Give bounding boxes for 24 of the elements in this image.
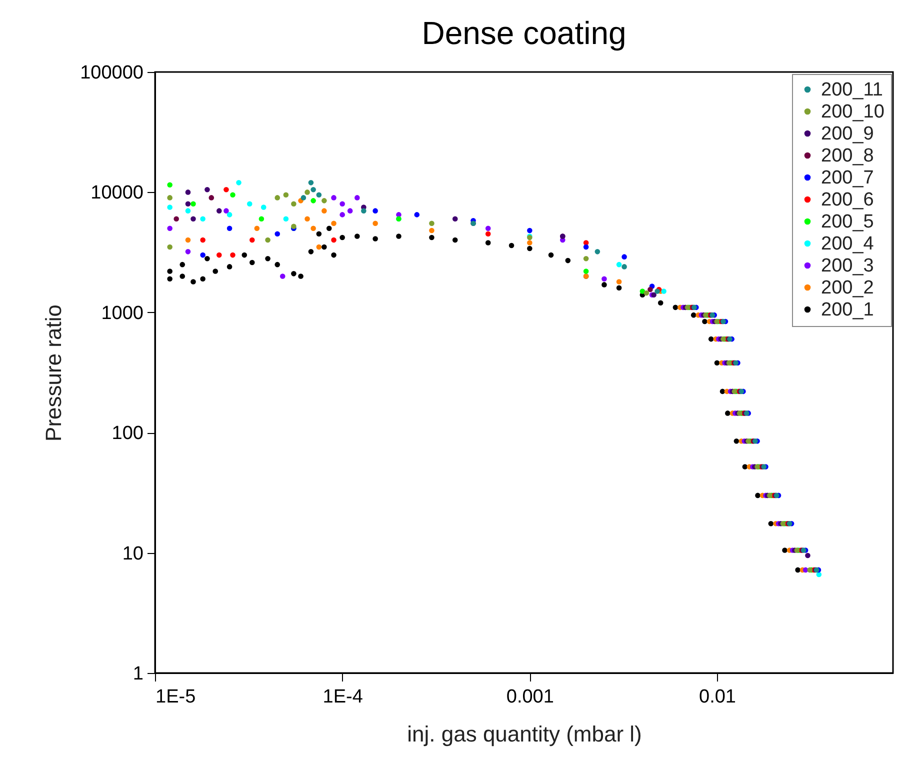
legend-label: 200_8	[821, 146, 874, 166]
x-tick-label: 1E-4	[322, 686, 364, 708]
y-tick-label: 1000	[101, 302, 144, 324]
legend-label: 200_1	[821, 300, 874, 320]
legend-label: 200_11	[821, 80, 883, 100]
x-tick-label: 1E-5	[156, 686, 196, 708]
x-axis-title: inj. gas quantity (mbar l)	[407, 722, 642, 746]
legend-label: 200_10	[821, 102, 884, 122]
y-tick-label: 1	[132, 664, 144, 684]
legend-label: 200_7	[821, 168, 874, 188]
legend-label: 200_3	[821, 256, 874, 276]
legend-label: 200_9	[821, 124, 874, 144]
x-tick-label: 0.001	[506, 686, 554, 708]
y-tick-label: 10	[122, 543, 144, 564]
chart-title: Dense coating	[422, 15, 626, 51]
x-tick-label: 0.01	[699, 686, 736, 708]
legend-label: 200_2	[821, 278, 874, 298]
y-tick-label: 100000	[80, 62, 144, 84]
y-tick-label: 100	[112, 423, 144, 444]
y-axis-title: Pressure ratio	[41, 304, 66, 442]
legend-label: 200_4	[821, 234, 874, 254]
y-tick-label: 10000	[90, 182, 144, 204]
legend-label: 200_6	[821, 190, 874, 210]
legend-label: 200_5	[821, 212, 874, 232]
